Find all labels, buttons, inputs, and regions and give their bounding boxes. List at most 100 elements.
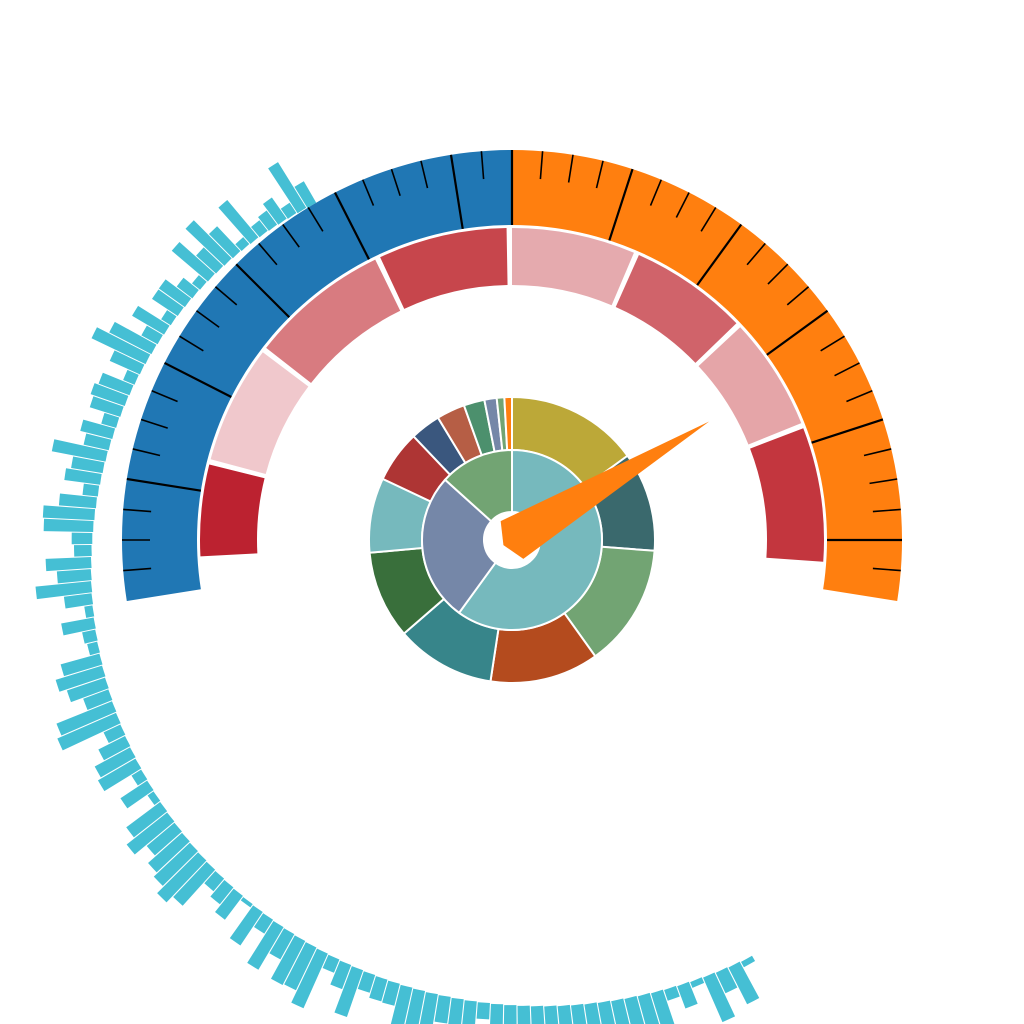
- spiral-bar: [462, 1000, 477, 1024]
- spiral-bar: [64, 468, 102, 485]
- spiral-bar: [148, 832, 190, 873]
- minor-tick: [362, 179, 375, 206]
- spiral-bar: [208, 226, 241, 259]
- spiral-bar: [66, 677, 109, 703]
- gauge-ticks: [122, 150, 902, 572]
- spiral-bar: [544, 1005, 559, 1024]
- spiral-bar: [71, 532, 93, 545]
- spiral-bar: [147, 791, 161, 806]
- spiral-bar: [101, 412, 120, 428]
- spiral-bar: [715, 967, 738, 994]
- spiral-bar: [42, 505, 96, 521]
- spiral-bar: [334, 966, 364, 1018]
- spiral-bar: [151, 289, 184, 317]
- minor-tick: [539, 151, 544, 180]
- spiral-bar: [56, 569, 92, 584]
- inner-segment: [615, 254, 737, 363]
- spiral-bar: [109, 350, 145, 375]
- spiral-bar: [161, 310, 177, 326]
- spiral-bar: [258, 210, 278, 231]
- spiral-bar: [98, 735, 131, 761]
- spiral-bar: [204, 871, 225, 892]
- minor-tick: [123, 508, 152, 513]
- spiral-bar: [82, 629, 98, 644]
- spiral-bar: [57, 712, 121, 751]
- minor-tick: [700, 207, 717, 232]
- spiral-bar: [570, 1003, 587, 1024]
- spiral-bar: [210, 879, 234, 905]
- minor-tick: [869, 478, 898, 485]
- spiral-bar: [268, 162, 307, 214]
- spiral-bar: [83, 433, 112, 451]
- spiral-bar: [87, 641, 100, 656]
- spiral-bar: [597, 1000, 615, 1024]
- major-tick: [126, 477, 202, 492]
- major-tick: [235, 263, 291, 319]
- minor-tick: [179, 335, 204, 352]
- minor-tick: [786, 286, 810, 306]
- spiral-bar: [490, 1003, 504, 1024]
- spiral-bar: [291, 948, 328, 1009]
- minor-tick: [863, 448, 892, 457]
- spiral-bar: [55, 665, 106, 692]
- spiral-bar: [294, 181, 317, 208]
- spiral-bar: [146, 822, 182, 856]
- needle: [500, 421, 710, 559]
- minor-tick: [390, 168, 401, 196]
- major-tick: [449, 154, 464, 230]
- major-tick: [696, 223, 743, 286]
- spiral-bar: [173, 861, 216, 906]
- spiral-bar: [157, 852, 207, 903]
- inner-segment: [266, 259, 401, 384]
- inner-segment: [200, 464, 265, 557]
- spiral-bar: [132, 305, 170, 335]
- minor-tick: [675, 192, 690, 218]
- minor-tick: [214, 286, 238, 306]
- major-tick: [811, 418, 884, 444]
- gauge-band: [512, 150, 902, 602]
- inner-segment: [380, 228, 508, 309]
- spiral-bar: [83, 689, 113, 710]
- minor-tick: [567, 154, 574, 183]
- inner-segment: [750, 428, 825, 562]
- spiral-bar: [503, 1005, 517, 1024]
- minor-tick: [282, 224, 300, 248]
- spiral-bar: [82, 483, 100, 497]
- spiral-bar: [176, 277, 199, 299]
- spiral-bar: [218, 200, 259, 244]
- spiral-bar: [284, 942, 317, 991]
- major-tick: [608, 168, 634, 241]
- inner-segments: [200, 228, 825, 562]
- minor-tick: [595, 160, 604, 189]
- spiral-bar: [650, 989, 675, 1024]
- minor-tick: [480, 151, 485, 180]
- spiral-bar: [84, 605, 95, 618]
- spiral-bar: [126, 802, 168, 838]
- spiral-bar: [584, 1002, 601, 1024]
- spiral-bar: [158, 279, 192, 308]
- inner-segment: [698, 327, 802, 445]
- inner-segment: [210, 352, 309, 475]
- spiral-bar: [390, 984, 413, 1024]
- minor-tick: [140, 418, 168, 429]
- spiral-bar: [35, 581, 93, 600]
- spiral-bar: [120, 780, 154, 809]
- spiral-bar: [73, 544, 92, 557]
- spiral-bar: [229, 905, 263, 946]
- spiral-bar: [131, 769, 148, 786]
- spiral-bar: [63, 593, 94, 609]
- minor-tick: [767, 263, 789, 285]
- spiral-bar: [90, 383, 129, 406]
- spiral-bar: [269, 928, 295, 960]
- spiral-bar: [254, 913, 274, 934]
- spiral-bar: [280, 202, 297, 219]
- minor-tick: [196, 310, 220, 328]
- spiral-bar: [664, 985, 680, 1001]
- inner-segment: [512, 228, 634, 306]
- spiral-bar: [476, 1002, 490, 1020]
- spiral-bar: [192, 275, 207, 290]
- minor-tick: [746, 242, 766, 266]
- spiral-bar: [448, 997, 464, 1024]
- spiral-bar: [369, 976, 388, 1002]
